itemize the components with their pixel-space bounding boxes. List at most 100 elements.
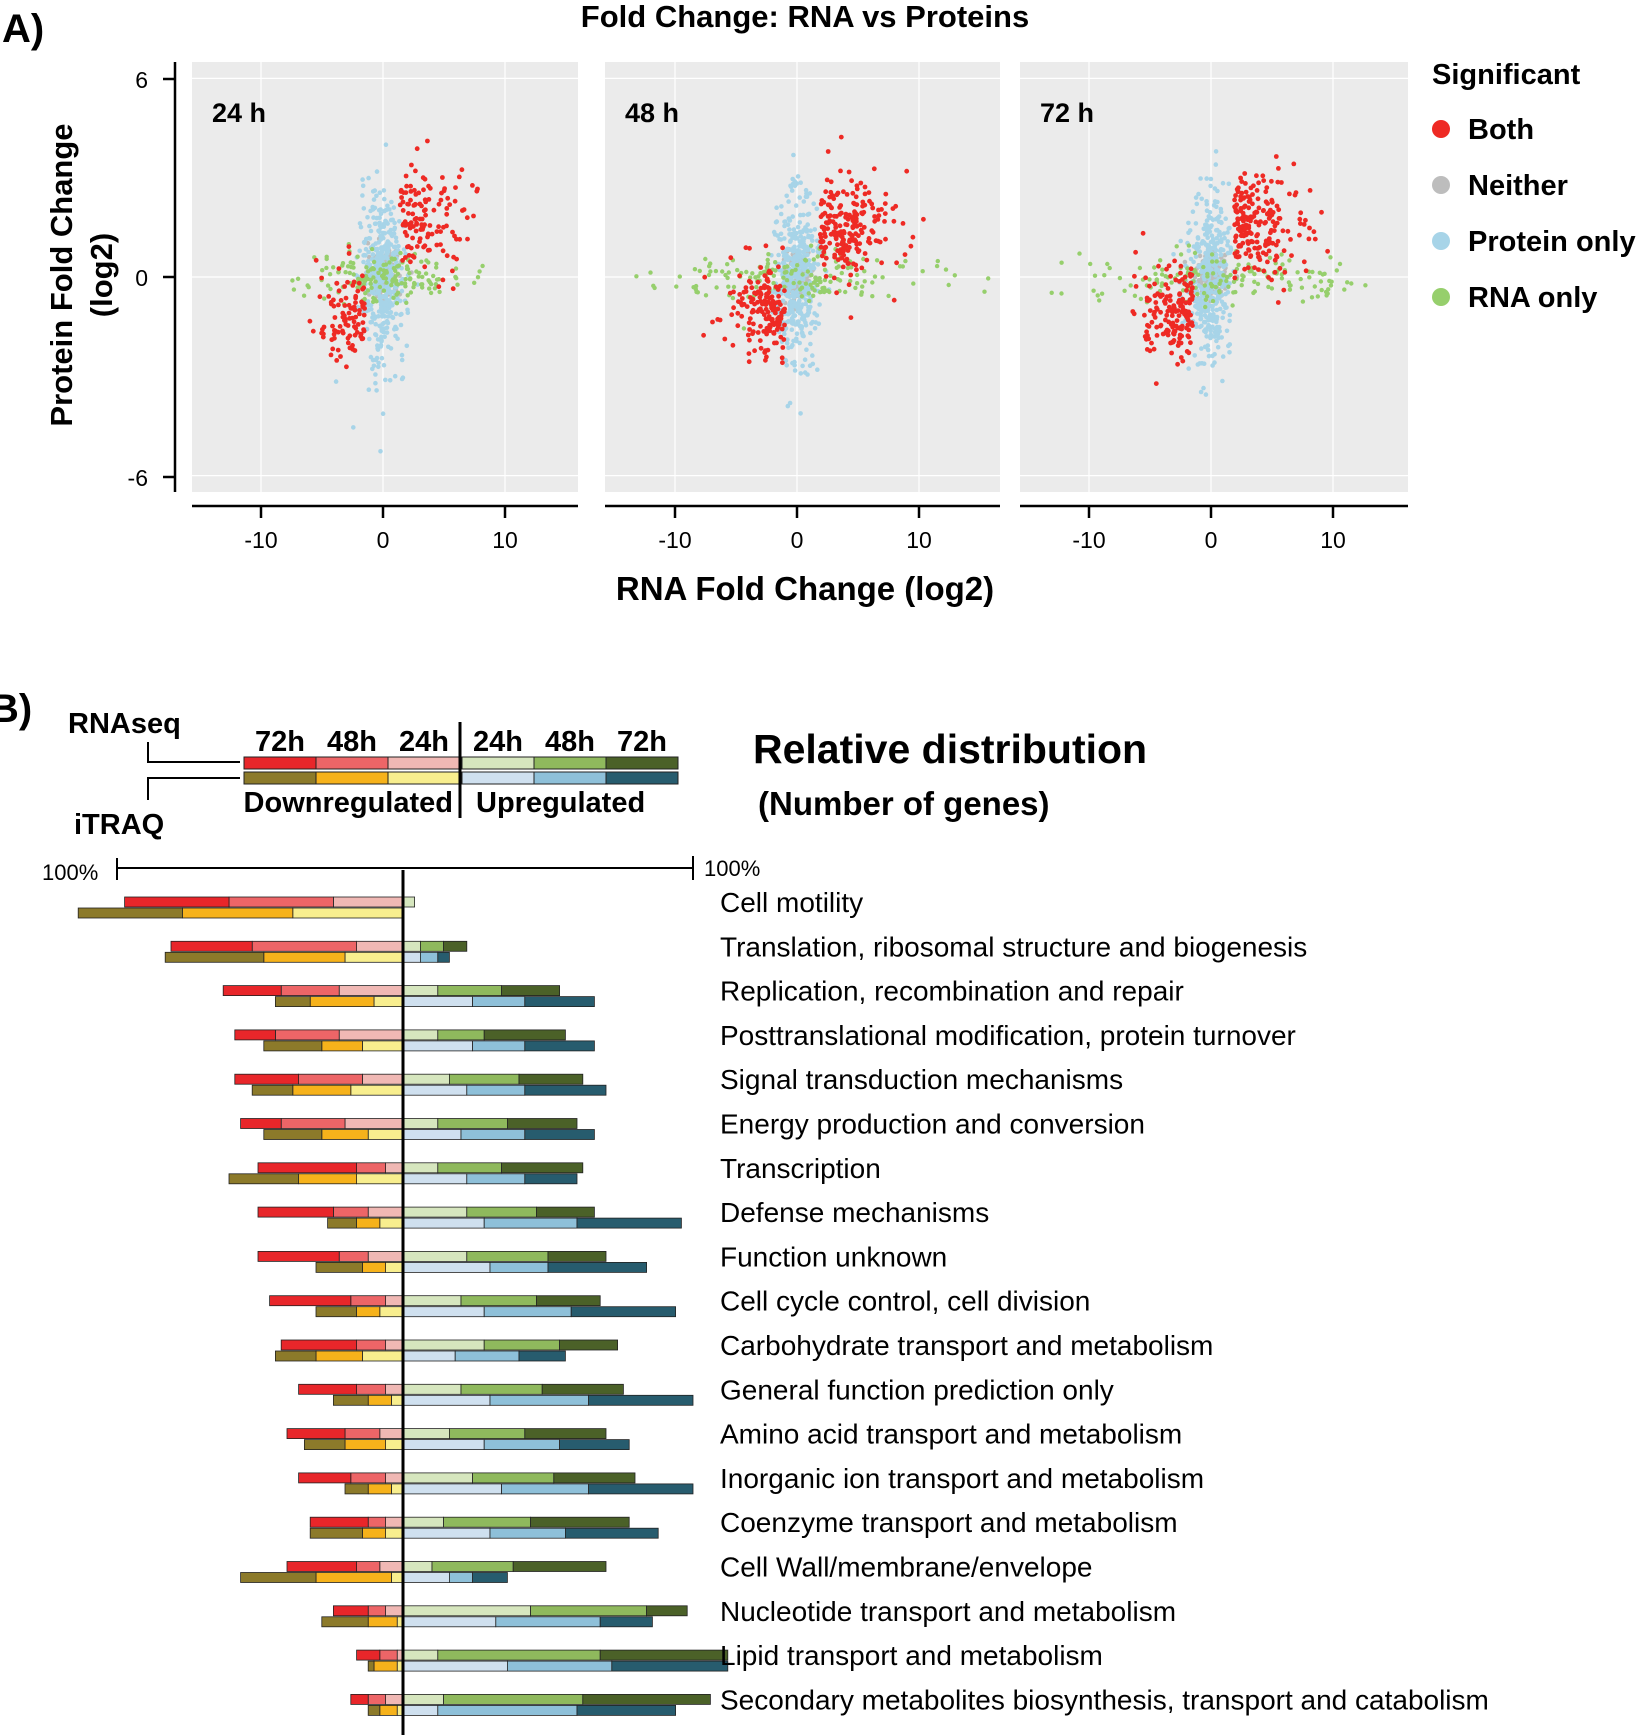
scatter-point (758, 271, 763, 276)
scatter-point (1256, 180, 1261, 186)
scatter-point (1301, 259, 1307, 265)
scatter-point (730, 295, 736, 301)
bar-segment-rna-up (437, 1162, 502, 1174)
scatter-point (359, 299, 364, 305)
scatter-point (382, 196, 387, 202)
scatter-point (399, 288, 405, 294)
scatter-point (366, 236, 372, 241)
scatter-point (782, 288, 787, 294)
facet-points (1049, 149, 1368, 397)
legend-rna-up-swatch (461, 756, 535, 770)
scatter-point (784, 269, 789, 275)
scatter-point (393, 278, 399, 283)
scatter-point (1297, 216, 1303, 222)
bar-segment-rna-down (367, 1694, 387, 1705)
scatter-point (749, 285, 755, 291)
scatter-point (834, 290, 839, 296)
scatter-point (1239, 232, 1245, 238)
scatter-point (795, 224, 801, 230)
scatter-point (883, 191, 889, 197)
scatter-point (348, 305, 354, 311)
scatter-point (351, 272, 356, 277)
scatter-point (764, 354, 769, 360)
scatter-point (1178, 355, 1184, 360)
scatter-point (1277, 265, 1283, 271)
scatter-point (765, 299, 771, 305)
scatter-point (758, 285, 764, 291)
scatter-point (771, 330, 776, 336)
scatter-point (313, 257, 319, 263)
scatter-point (390, 251, 396, 257)
bar-row: Transcription (228, 1153, 881, 1185)
scatter-point (373, 321, 379, 327)
legend-rna-down-swatch (315, 756, 389, 770)
scatter-point (797, 307, 803, 313)
bar-segment-prot-down (367, 1394, 392, 1406)
scatter-point (792, 368, 798, 373)
scatter-point (422, 176, 428, 182)
scatter-point (1317, 270, 1323, 275)
scatter-point (426, 197, 432, 202)
scatter-point (1306, 236, 1312, 242)
scatter-point (319, 275, 324, 281)
legend-prot-up-swatch (461, 771, 535, 785)
scatter-point (873, 238, 879, 244)
scatter-point (791, 280, 796, 286)
scatter-point (1171, 338, 1177, 343)
scatter-point (1274, 203, 1280, 209)
bar-segment-rna-down (280, 1118, 346, 1129)
scatter-point (804, 194, 810, 199)
scatter-point (1214, 259, 1219, 264)
scatter-point (377, 293, 383, 299)
scatter-point (368, 281, 373, 286)
bar-segment-rna-up (460, 1383, 543, 1395)
scatter-point (822, 285, 827, 290)
scatter-point (946, 282, 951, 288)
bar-segment-rna-up (512, 1561, 607, 1572)
scatter-point (789, 304, 795, 309)
scatter-point (1252, 245, 1258, 251)
scatter-point (387, 260, 392, 265)
scatter-point (355, 288, 361, 294)
scatter-point (849, 178, 854, 184)
downregulated-label: Downregulated (244, 787, 453, 819)
bar-segment-rna-down (385, 1605, 404, 1617)
scatter-point (1105, 261, 1110, 267)
y-tick-label: 6 (135, 67, 148, 93)
y-axis-label-line2: (log2) (84, 233, 119, 317)
category-label: Posttranslational modification, protein … (720, 1020, 1296, 1051)
bar-row: Secondary metabolites biosynthesis, tran… (350, 1684, 1489, 1716)
scatter-point (1198, 389, 1204, 395)
scatter-point (376, 364, 381, 370)
scatter-point (1196, 278, 1202, 283)
scatter-point (1232, 197, 1237, 203)
scatter-point (1216, 294, 1222, 299)
scatter-point (1303, 217, 1308, 223)
bar-segment-prot-down (379, 1217, 404, 1229)
scatter-point (1201, 385, 1206, 391)
scatter-point (404, 343, 410, 349)
scatter-point (1269, 286, 1275, 291)
category-label: General function prediction only (720, 1374, 1114, 1405)
scatter-point (383, 262, 389, 267)
scatter-point (757, 307, 763, 312)
scatter-point (1212, 199, 1218, 204)
scatter-point (1215, 344, 1221, 350)
scatter-point (1299, 285, 1305, 290)
scatter-point (405, 244, 410, 250)
bar-segment-prot-up (402, 1129, 462, 1140)
scatter-point (392, 256, 397, 262)
scatter-point (794, 181, 800, 186)
scatter-point (358, 331, 364, 337)
bar-segment-prot-up (611, 1660, 729, 1672)
scatter-point (1189, 285, 1195, 290)
scatter-point (392, 327, 397, 332)
facet-2: 48 h-10 0 10 (605, 62, 1000, 553)
bar-segment-prot-up (402, 1350, 456, 1362)
scatter-point (784, 363, 789, 368)
bar-segment-rna-down (298, 1472, 352, 1484)
scatter-point (1270, 219, 1276, 225)
scatter-point (900, 264, 905, 269)
scatter-point (291, 287, 297, 292)
scatter-point (1328, 255, 1333, 260)
